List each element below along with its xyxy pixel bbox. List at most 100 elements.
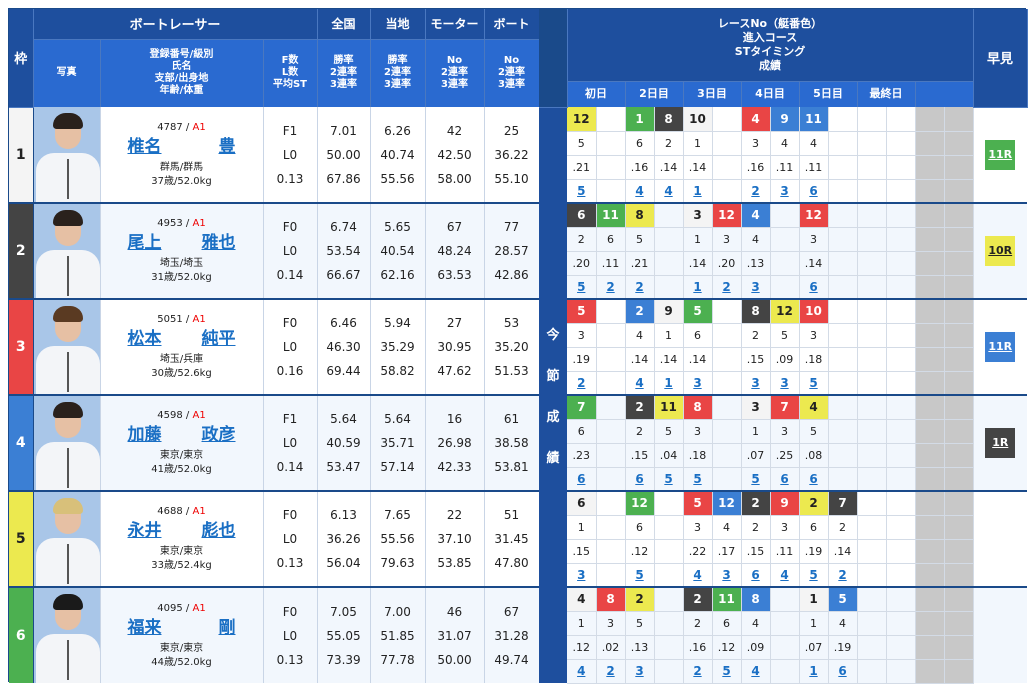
race-result-link[interactable]: 2 xyxy=(683,659,713,684)
motor-stats: 42 42.50 58.00 xyxy=(425,107,485,204)
race-result-link[interactable]: 6 xyxy=(625,467,655,492)
race-result-link[interactable]: 4 xyxy=(770,563,800,588)
race-result-link[interactable]: 5 xyxy=(654,467,684,492)
empty-cell xyxy=(915,275,945,300)
race-result-link[interactable]: 5 xyxy=(799,563,829,588)
empty-cell xyxy=(654,563,684,588)
race-result-link[interactable]: 3 xyxy=(712,563,742,588)
first-name: 剛 xyxy=(218,617,236,638)
race-result-link[interactable]: 4 xyxy=(654,179,684,204)
racer-name-link[interactable]: 永井 彪也 xyxy=(128,521,236,541)
race-result-link[interactable]: 5 xyxy=(567,179,597,204)
empty-cell xyxy=(915,203,945,228)
race-result-link[interactable]: 5 xyxy=(683,467,713,492)
motor-stats: 46 31.07 50.00 xyxy=(425,587,485,683)
reg-class: 4953 / A1 xyxy=(157,218,206,229)
race-result-link[interactable]: 3 xyxy=(770,179,800,204)
race-result-link[interactable]: 3 xyxy=(683,371,713,396)
touchi-3ren: 57.14 xyxy=(380,460,415,474)
race-result-link[interactable]: 4 xyxy=(625,179,655,204)
race-result-link[interactable]: 2 xyxy=(596,275,626,300)
race-result-link[interactable]: 5 xyxy=(799,371,829,396)
waku-number: 5 xyxy=(9,491,34,588)
racer-name-link[interactable]: 福来 剛 xyxy=(128,618,236,638)
empty-cell xyxy=(944,131,974,156)
empty-cell xyxy=(915,539,945,564)
race-result-link[interactable]: 1 xyxy=(799,659,829,684)
empty-cell xyxy=(944,179,974,204)
race-result-link[interactable]: 1 xyxy=(683,275,713,300)
race-result-link[interactable]: 4 xyxy=(625,371,655,396)
race-number: 5 xyxy=(567,299,597,324)
motor-stats: 67 48.24 63.53 xyxy=(425,203,485,300)
empty-cell xyxy=(828,179,858,204)
race-result-link[interactable]: 6 xyxy=(828,659,858,684)
header-line: レースNo（艇番色） xyxy=(717,16,823,30)
race-result-link[interactable]: 6 xyxy=(770,467,800,492)
st-timing: .22 xyxy=(683,539,713,564)
zenkoku-3ren: 56.04 xyxy=(326,556,361,570)
empty-cell xyxy=(915,515,945,540)
empty-cell xyxy=(654,635,684,660)
race-result-link[interactable]: 6 xyxy=(567,467,597,492)
empty-cell xyxy=(886,635,916,660)
empty-cell xyxy=(596,347,626,372)
entry-course: 5 xyxy=(654,419,684,444)
racer-name-link[interactable]: 椎名 豊 xyxy=(128,137,236,157)
race-result-link[interactable]: 6 xyxy=(799,179,829,204)
hayami-badge[interactable]: 1R xyxy=(985,428,1016,458)
hayami-badge[interactable]: 11R xyxy=(985,332,1016,362)
race-result-link[interactable]: 3 xyxy=(770,371,800,396)
race-result-link[interactable]: 6 xyxy=(799,275,829,300)
racer-photo xyxy=(33,203,101,300)
race-card: 枠 ボートレーサー 全国 当地 モーター ボート 写真 登録番号/級別 氏名 支部/… xyxy=(8,8,1028,684)
reg-class: 5051 / A1 xyxy=(157,314,206,325)
race-result-link[interactable]: 4 xyxy=(683,563,713,588)
race-result-link[interactable]: 2 xyxy=(741,179,771,204)
st-timing: .18 xyxy=(683,443,713,468)
boat-2ren: 28.57 xyxy=(494,244,529,258)
race-result-link[interactable]: 5 xyxy=(567,275,597,300)
st-timing: .12 xyxy=(625,539,655,564)
empty-cell xyxy=(886,659,916,684)
entry-course: 1 xyxy=(567,515,597,540)
st-timing: .09 xyxy=(770,347,800,372)
race-result-link[interactable]: 2 xyxy=(712,275,742,300)
race-result-link[interactable]: 3 xyxy=(567,563,597,588)
racer-name-link[interactable]: 尾上 雅也 xyxy=(128,233,236,253)
race-result-link[interactable]: 5 xyxy=(625,563,655,588)
race-result-link[interactable]: 3 xyxy=(741,275,771,300)
racer-name-link[interactable]: 松本 純平 xyxy=(128,329,236,349)
race-result-link[interactable]: 6 xyxy=(741,563,771,588)
hayami-badge[interactable]: 10R xyxy=(985,236,1016,266)
empty-cell xyxy=(596,467,626,492)
st-timing: .17 xyxy=(712,539,742,564)
race-result-link[interactable]: 1 xyxy=(683,179,713,204)
race-result-link[interactable]: 3 xyxy=(625,659,655,684)
race-result-link[interactable]: 2 xyxy=(625,275,655,300)
racer-name-link[interactable]: 加藤 政彦 xyxy=(128,425,236,445)
reg-class: 4598 / A1 xyxy=(157,410,206,421)
empty-cell xyxy=(944,419,974,444)
empty-cell xyxy=(886,275,916,300)
race-history-subrow: 7 2 11 8 3 7 4 1R xyxy=(539,395,1027,492)
empty-cell xyxy=(857,635,887,660)
race-history-subrow: 5 2 9 5 8 12 10 11R xyxy=(539,299,1027,396)
empty-cell xyxy=(654,251,684,276)
touchi-stats: 7.00 51.85 77.78 xyxy=(370,587,426,683)
empty-cell xyxy=(886,467,916,492)
race-result-link[interactable]: 5 xyxy=(712,659,742,684)
race-result-link[interactable]: 1 xyxy=(654,371,684,396)
race-result-link[interactable]: 4 xyxy=(741,659,771,684)
race-result-link[interactable]: 3 xyxy=(741,371,771,396)
race-result-link[interactable]: 4 xyxy=(567,659,597,684)
hayami-badge[interactable]: 11R xyxy=(985,139,1016,170)
race-result-link[interactable]: 5 xyxy=(741,467,771,492)
race-result-link[interactable]: 2 xyxy=(567,371,597,396)
race-result-link[interactable]: 2 xyxy=(828,563,858,588)
empty-cell xyxy=(857,251,887,276)
race-result-link[interactable]: 6 xyxy=(799,467,829,492)
race-result-link[interactable]: 2 xyxy=(596,659,626,684)
race-number: 4 xyxy=(567,587,597,612)
empty-cell xyxy=(828,395,858,420)
